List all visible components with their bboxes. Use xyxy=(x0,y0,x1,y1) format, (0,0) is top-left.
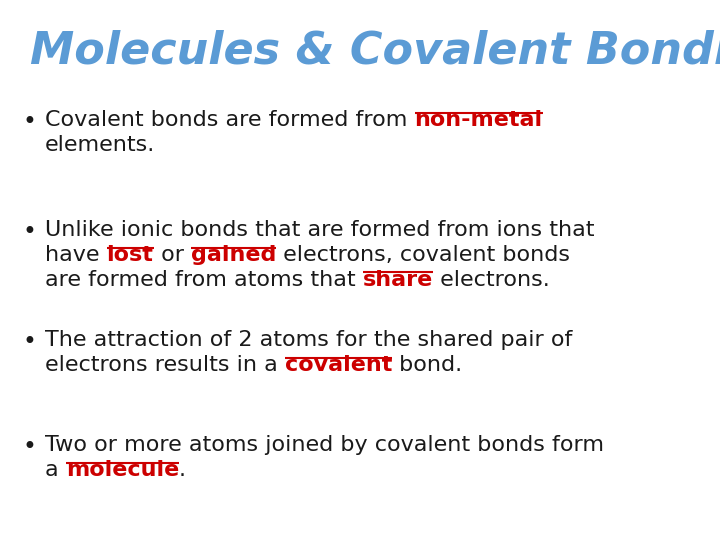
Text: Covalent bonds are formed from: Covalent bonds are formed from xyxy=(45,110,415,130)
Text: covalent: covalent xyxy=(285,355,392,375)
Text: electrons, covalent bonds: electrons, covalent bonds xyxy=(276,245,570,265)
Text: are formed from atoms that: are formed from atoms that xyxy=(45,269,363,289)
Text: •: • xyxy=(22,330,36,354)
Text: electrons results in a: electrons results in a xyxy=(45,355,285,375)
Text: lost: lost xyxy=(107,245,153,265)
Text: gained: gained xyxy=(191,245,276,265)
Text: •: • xyxy=(22,220,36,244)
Text: non-metal: non-metal xyxy=(415,110,543,130)
Text: or: or xyxy=(153,245,191,265)
Text: elements.: elements. xyxy=(45,135,156,155)
Text: electrons.: electrons. xyxy=(433,269,550,289)
Text: •: • xyxy=(22,435,36,459)
Text: Unlike ionic bonds that are formed from ions that: Unlike ionic bonds that are formed from … xyxy=(45,220,595,240)
Text: •: • xyxy=(22,110,36,134)
Text: bond.: bond. xyxy=(392,355,462,375)
Text: a: a xyxy=(45,460,66,480)
Text: have: have xyxy=(45,245,107,265)
Text: share: share xyxy=(363,269,433,289)
Text: Molecules & Covalent Bonding: Molecules & Covalent Bonding xyxy=(30,30,720,73)
Text: molecule: molecule xyxy=(66,460,179,480)
Text: The attraction of 2 atoms for the shared pair of: The attraction of 2 atoms for the shared… xyxy=(45,330,572,350)
Text: .: . xyxy=(179,460,186,480)
Text: Two or more atoms joined by covalent bonds form: Two or more atoms joined by covalent bon… xyxy=(45,435,604,455)
